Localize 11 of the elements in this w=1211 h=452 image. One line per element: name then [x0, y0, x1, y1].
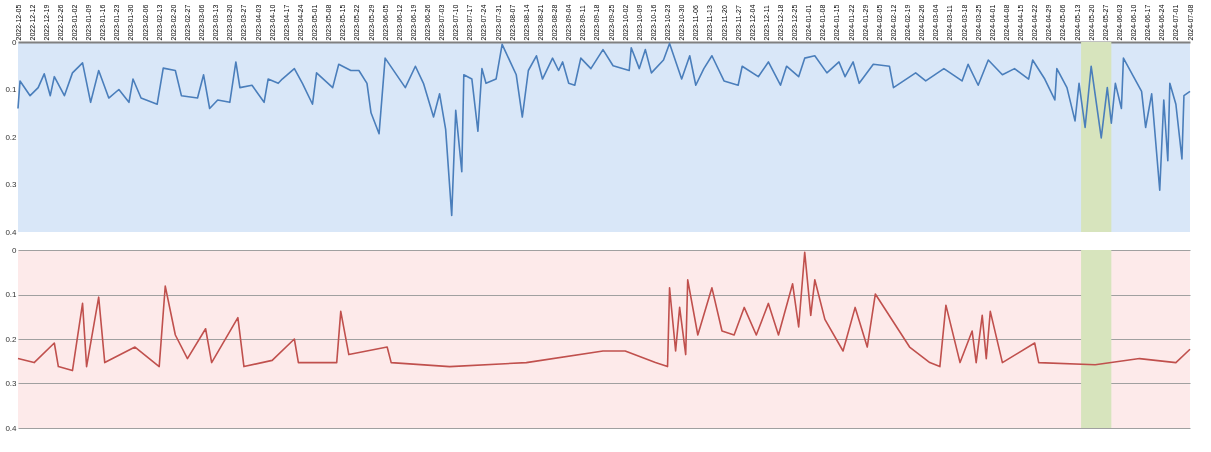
y-tick-label: 0 — [12, 245, 18, 255]
y-tick-label: 0.1 — [5, 290, 18, 299]
y-tick-label: 0.4 — [5, 227, 18, 237]
line-series — [17, 42, 1191, 217]
y-tick-label: 0.2 — [5, 334, 18, 344]
y-tick-label: 0.3 — [5, 180, 18, 189]
y-tick-label: 0.1 — [5, 85, 18, 94]
y-tick-label: 0.2 — [5, 132, 18, 142]
y-tick-label: 0.3 — [5, 379, 18, 388]
line-series — [17, 251, 1191, 372]
y-tick-label: 0.4 — [5, 423, 18, 433]
